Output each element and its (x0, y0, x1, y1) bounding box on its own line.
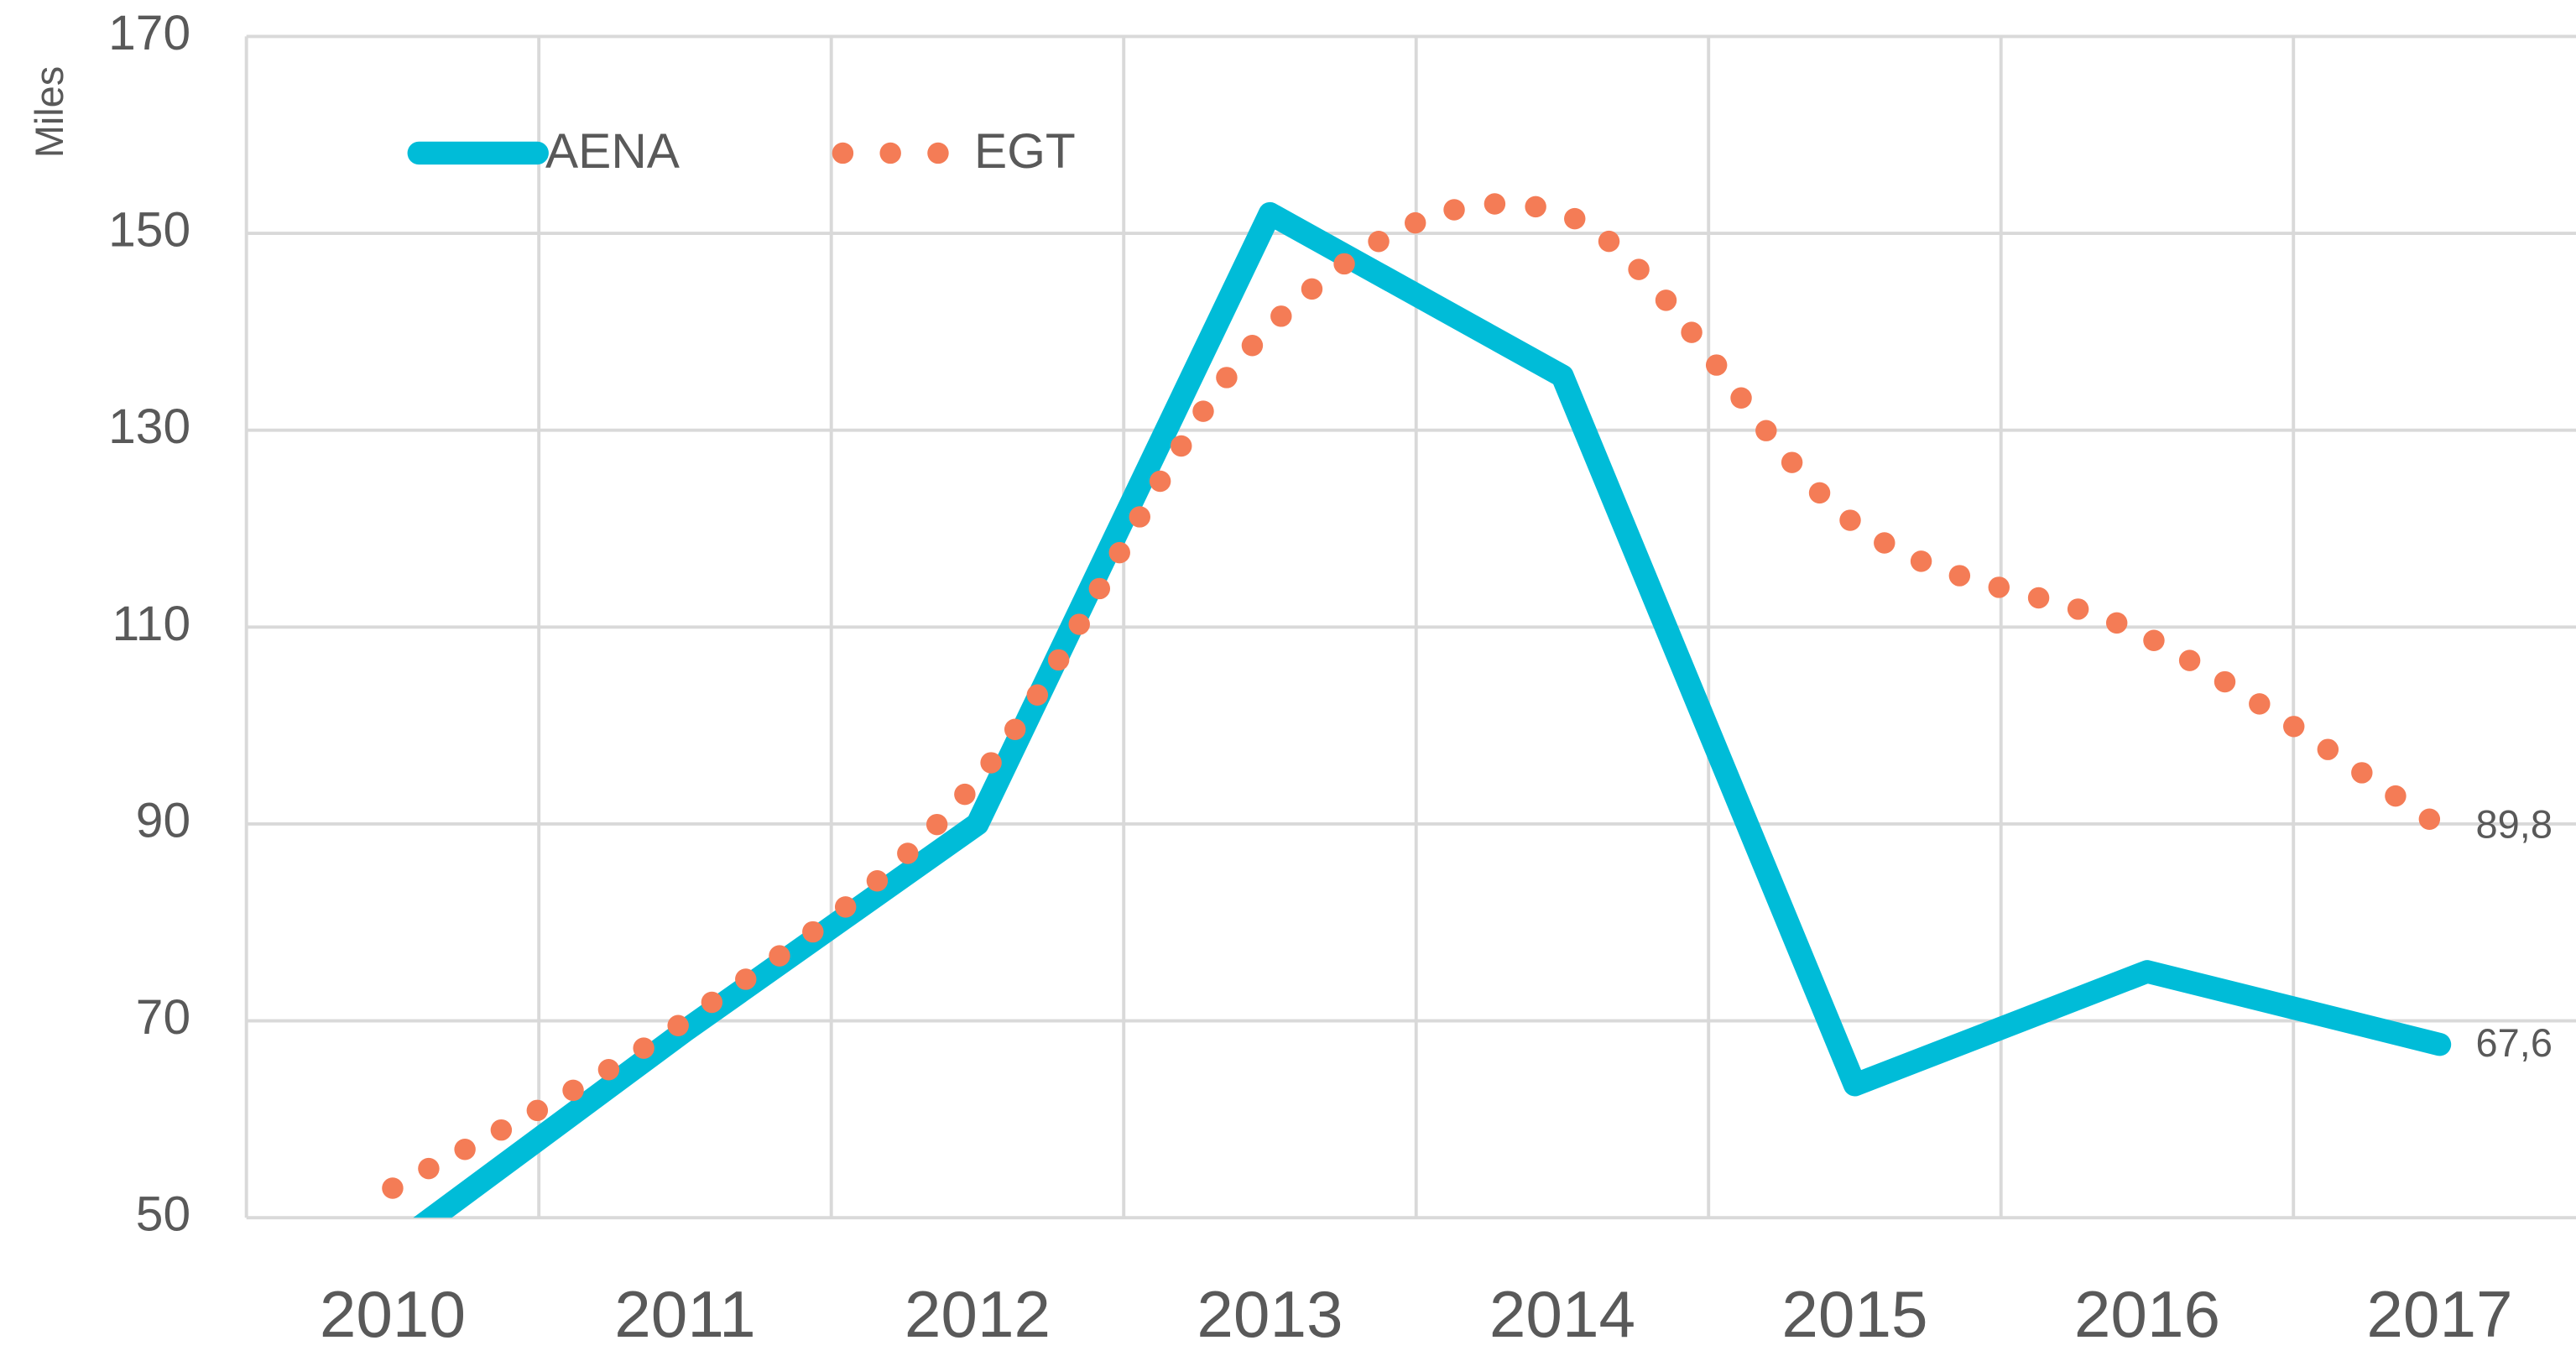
x-tick-label: 2016 (2074, 1277, 2220, 1351)
series-line (382, 193, 2451, 1199)
y-tick-label: 170 (108, 6, 190, 60)
legend-label: EGT (974, 124, 1076, 179)
series-line (413, 201, 2452, 1218)
x-tick-label: 2015 (1781, 1277, 1927, 1351)
data-label: 89,8 (2476, 802, 2553, 847)
y-tick-label: 150 (108, 203, 190, 258)
legend-label: AENA (545, 124, 681, 179)
x-tick-label: 2010 (320, 1277, 466, 1351)
y-tick-label: 70 (136, 990, 190, 1045)
x-tick-label: 2011 (614, 1277, 755, 1351)
plot-area (382, 193, 2452, 1218)
y-tick-label: 50 (136, 1187, 190, 1242)
y-tick-label: 130 (108, 399, 190, 454)
x-tick-label: 2017 (2366, 1277, 2512, 1351)
data-label: 67,6 (2476, 1020, 2553, 1065)
y-tick-label: 110 (112, 597, 190, 651)
x-tick-label: 2012 (905, 1277, 1051, 1351)
x-tick-label: 2014 (1489, 1277, 1635, 1351)
y-tick-label: 90 (136, 793, 190, 848)
y-axis-label: Miles (27, 66, 71, 159)
x-tick-label: 2013 (1197, 1277, 1343, 1351)
